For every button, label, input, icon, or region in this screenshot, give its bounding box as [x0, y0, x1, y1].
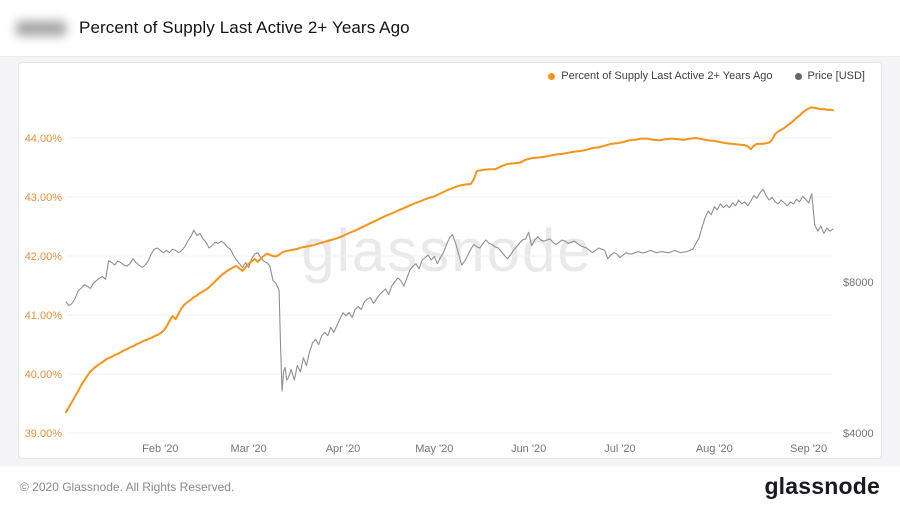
left-axis-tick-label: 43.00%	[25, 192, 63, 204]
legend-item-supply-label: Percent of Supply Last Active 2+ Years A…	[561, 70, 773, 82]
x-axis-tick-label: Feb '20	[142, 443, 178, 455]
header: Percent of Supply Last Active 2+ Years A…	[0, 0, 900, 57]
copyright-text: © 2020 Glassnode. All Rights Reserved.	[20, 479, 235, 494]
x-axis-tick-label: May '20	[415, 443, 453, 455]
legend-item-supply[interactable]: Percent of Supply Last Active 2+ Years A…	[548, 69, 773, 83]
right-axis-tick-label: $8000	[843, 277, 874, 289]
legend-item-price-label: Price [USD]	[807, 70, 865, 82]
chart-area: Percent of Supply Last Active 2+ Years A…	[0, 57, 900, 466]
left-axis-tick-label: 39.00%	[25, 428, 63, 440]
x-axis-tick-label: Jun '20	[511, 443, 546, 455]
footer: © 2020 Glassnode. All Rights Reserved. g…	[0, 466, 900, 507]
x-axis-tick-label: Aug '20	[696, 443, 733, 455]
glassnode-logo: glassnode	[764, 473, 880, 499]
price-series-dot-icon	[794, 72, 802, 80]
supply-series-dot-icon	[548, 72, 556, 80]
chart-card: Percent of Supply Last Active 2+ Years A…	[18, 62, 882, 459]
x-axis-tick-label: Sep '20	[790, 443, 827, 455]
left-axis-tick-label: 44.00%	[25, 133, 63, 145]
price-line	[65, 188, 834, 392]
left-axis-tick-label: 42.00%	[25, 251, 63, 263]
page-title: Percent of Supply Last Active 2+ Years A…	[79, 18, 410, 37]
chart-legend: Percent of Supply Last Active 2+ Years A…	[548, 69, 865, 83]
supply-percent-line	[65, 106, 834, 414]
chart-plot: 39.00% 40.00% 41.00% 42.00% 43.00% 44.00% $400…	[25, 106, 874, 455]
legend-item-price[interactable]: Price [USD]	[794, 69, 865, 83]
x-axis-tick-label: Apr '20	[326, 443, 361, 455]
x-axis-tick-label: Mar '20	[230, 443, 266, 455]
left-axis-tick-label: 41.00%	[25, 310, 63, 322]
left-axis-tick-label: 40.00%	[25, 369, 63, 381]
right-axis-tick-label: $4000	[843, 428, 874, 440]
x-axis-tick-label: Jul '20	[604, 443, 635, 455]
redacted-asset-name	[16, 20, 66, 36]
